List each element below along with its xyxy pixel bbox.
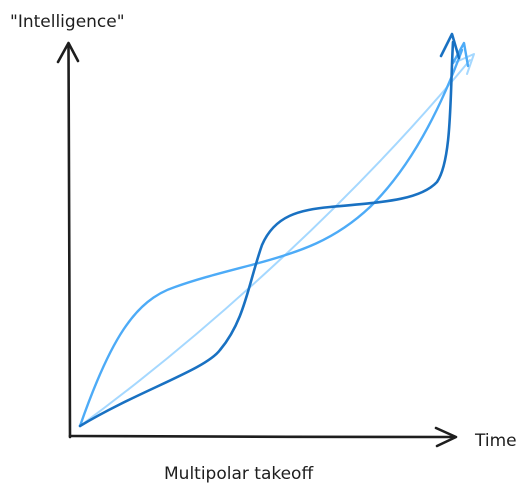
y-axis-label: "Intelligence" xyxy=(10,12,125,32)
diagram-caption: Multipolar takeoff xyxy=(164,464,314,484)
y-axis xyxy=(56,41,80,439)
x-axis xyxy=(68,426,458,448)
steep-s-curve xyxy=(78,32,461,428)
gentle-s-curve xyxy=(78,41,470,428)
linear-curve xyxy=(79,53,475,427)
x-axis-label: Time xyxy=(474,431,517,451)
